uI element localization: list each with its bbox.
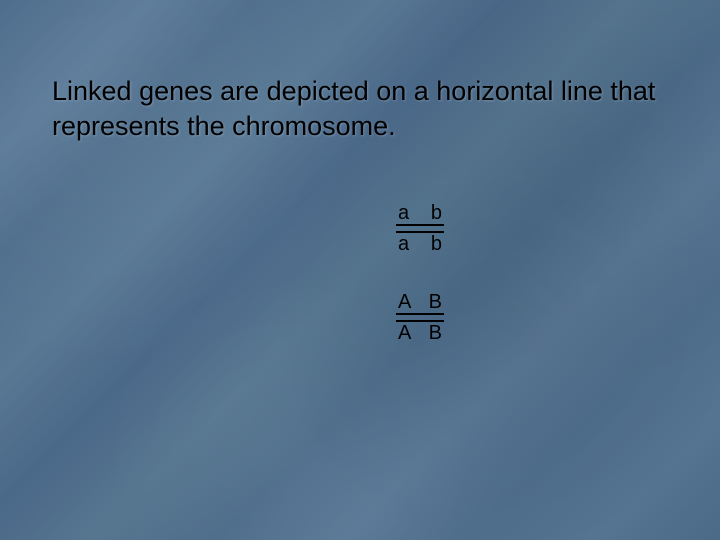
chromatid-bottom-labels: A B (396, 323, 444, 343)
allele-label-A-left: A (398, 292, 411, 312)
chromosome-line-gap (396, 316, 444, 319)
allele-label-b-right: b (431, 203, 442, 223)
allele-label-a-left: a (398, 203, 409, 223)
allele-label-B-right: B (429, 292, 442, 312)
chromosome-line-gap (396, 227, 444, 230)
chromatid-bottom-labels: a b (396, 234, 444, 254)
allele-label-A-left: A (398, 323, 411, 343)
chromosome-line-top (396, 313, 444, 315)
chromosome-pair-dominant: A B A B (396, 292, 444, 343)
slide-title: Linked genes are depicted on a horizonta… (52, 74, 662, 143)
allele-label-a-left: a (398, 234, 409, 254)
chromosome-pair-recessive: a b a b (396, 203, 444, 254)
allele-label-B-right: B (429, 323, 442, 343)
chromosome-line-top (396, 224, 444, 226)
chromatid-top-labels: a b (396, 203, 444, 223)
chromatid-top-labels: A B (396, 292, 444, 312)
allele-label-b-right: b (431, 234, 442, 254)
